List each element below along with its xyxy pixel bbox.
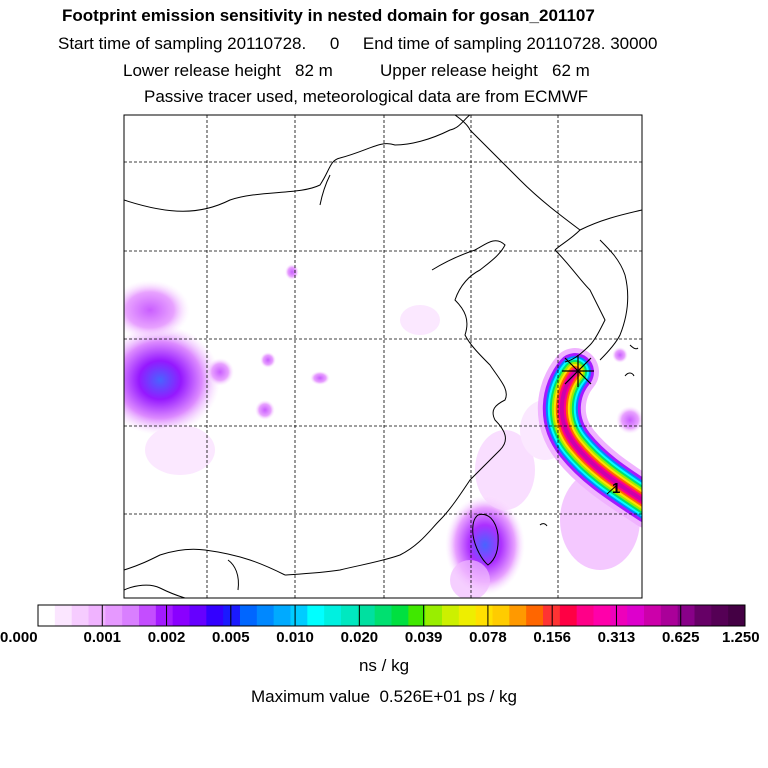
colorbar-label: 0.001 — [83, 629, 122, 646]
tracer-info-line: Passive tracer used, meteorological data… — [144, 87, 589, 106]
colorbar-swatch — [357, 605, 376, 626]
colorbar — [37, 604, 746, 627]
colorbar-swatch — [509, 605, 527, 626]
receptor-tick — [606, 485, 617, 495]
colorbar-label: 0.005 — [212, 629, 250, 646]
colorbar-swatch — [240, 605, 258, 626]
colorbar-swatch — [660, 605, 679, 626]
colorbar-label: 0.020 — [340, 629, 379, 646]
release-height-line: Lower release height 82 m Upper release … — [123, 61, 590, 80]
colorbar-swatch — [307, 605, 325, 626]
colorbar-swatch — [206, 605, 224, 626]
colorbar-swatch — [408, 605, 426, 626]
maximum-value-text: Maximum value 0.526E+01 ps / kg — [251, 687, 517, 706]
colorbar-swatch — [256, 605, 275, 626]
colorbar-swatch — [122, 605, 140, 626]
colorbar-swatch — [54, 605, 73, 626]
colorbar-swatch — [324, 605, 342, 626]
map-content: 1 — [124, 115, 642, 598]
map-frame — [123, 114, 643, 599]
colorbar-label: 0.002 — [147, 629, 186, 646]
colorbar-swatch — [475, 605, 493, 626]
colorbar-swatch — [627, 605, 645, 626]
colorbar-swatch — [711, 605, 729, 626]
colorbar-swatch — [172, 605, 190, 626]
colorbar-swatch — [543, 605, 561, 626]
colorbar-swatch — [88, 605, 106, 626]
colorbar-label: 1.250 — [722, 629, 760, 646]
plot-title: Footprint emission sensitivity in nested… — [62, 6, 595, 25]
colorbar-swatch — [492, 605, 510, 626]
sampling-time-line: Start time of sampling 20110728. 0 End t… — [58, 34, 658, 53]
colorbar-swatch — [425, 605, 443, 626]
colorbar-swatch — [155, 605, 174, 626]
colorbar-swatch — [610, 605, 628, 626]
colorbar-swatch — [728, 605, 746, 626]
colorbar-swatch — [644, 605, 662, 626]
colorbar-label: 0.010 — [276, 629, 314, 646]
colorbar-swatch — [38, 605, 56, 626]
graticule — [124, 115, 642, 598]
colorbar-swatch — [559, 605, 578, 626]
colorbar-swatch — [677, 605, 695, 626]
coastlines — [124, 115, 642, 598]
colorbar-swatch — [391, 605, 409, 626]
colorbar-swatch — [341, 605, 359, 626]
colorbar-swatch — [694, 605, 712, 626]
colorbar-swatch — [139, 605, 157, 626]
colorbar-label: 0.039 — [404, 629, 443, 646]
colorbar-swatch — [374, 605, 392, 626]
receptor-label: 1 — [612, 480, 620, 497]
plume — [537, 348, 642, 528]
colorbar-swatch — [290, 605, 308, 626]
colorbar-swatch — [576, 605, 594, 626]
colorbar-units: ns / kg — [358, 656, 410, 675]
colorbar-label: 0.625 — [661, 629, 700, 646]
colorbar-swatch — [442, 605, 460, 626]
colorbar-swatch — [593, 605, 611, 626]
colorbar-swatch — [273, 605, 291, 626]
colorbar-swatch — [189, 605, 207, 626]
colorbar-frame — [37, 604, 746, 627]
colorbar-swatch — [105, 605, 123, 626]
colorbar-swatch — [526, 605, 544, 626]
release-point-marker — [562, 355, 594, 387]
colorbar-swatch — [458, 605, 477, 626]
colorbar-label: 0.000 — [0, 629, 38, 646]
colorbar-swatch — [71, 605, 89, 626]
colorbar-label: 0.156 — [533, 629, 571, 646]
colorbar-label: 0.313 — [597, 629, 636, 646]
colorbar-label: 0.078 — [469, 629, 507, 646]
colorbar-swatch — [223, 605, 241, 626]
